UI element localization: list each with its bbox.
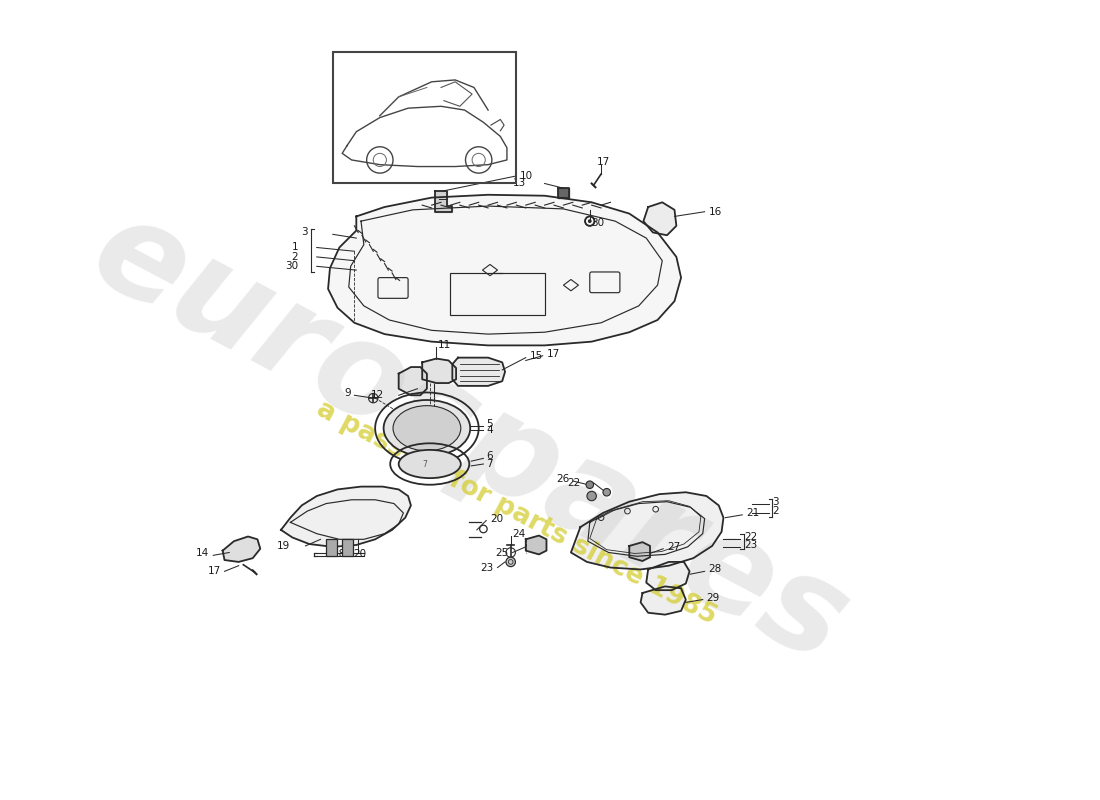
Text: 4: 4	[486, 425, 493, 435]
Polygon shape	[640, 586, 685, 614]
Text: 17: 17	[208, 566, 221, 576]
Ellipse shape	[393, 406, 461, 451]
Text: 22: 22	[745, 533, 758, 542]
Ellipse shape	[384, 400, 470, 457]
Text: 6: 6	[486, 451, 493, 462]
Text: 2: 2	[292, 252, 298, 262]
Text: 3: 3	[300, 227, 307, 238]
Polygon shape	[629, 542, 650, 561]
Text: 30: 30	[592, 218, 605, 228]
Polygon shape	[422, 358, 456, 383]
Text: eurospares: eurospares	[70, 186, 868, 690]
Text: 14: 14	[196, 549, 209, 558]
Text: 21: 21	[746, 508, 759, 518]
Text: 20: 20	[353, 550, 366, 559]
Polygon shape	[328, 194, 681, 346]
Text: 2: 2	[345, 550, 352, 559]
Polygon shape	[436, 191, 452, 212]
Text: 3: 3	[772, 497, 779, 506]
Text: 5: 5	[486, 419, 493, 430]
Text: a passion for parts since 1985: a passion for parts since 1985	[312, 396, 720, 630]
Text: 29: 29	[706, 593, 719, 602]
Text: 28: 28	[708, 565, 722, 574]
Text: 27: 27	[667, 542, 680, 552]
Text: 18: 18	[332, 550, 346, 559]
Text: 30: 30	[285, 262, 298, 271]
Text: 9: 9	[344, 389, 351, 398]
Text: 16: 16	[708, 206, 722, 217]
Circle shape	[603, 489, 611, 496]
Polygon shape	[571, 492, 724, 570]
Text: 15: 15	[529, 350, 542, 361]
Polygon shape	[647, 562, 690, 590]
Text: 23: 23	[745, 540, 758, 550]
Ellipse shape	[398, 450, 461, 478]
Text: 10: 10	[520, 171, 534, 181]
Polygon shape	[280, 486, 411, 547]
Text: 17: 17	[596, 157, 609, 167]
Text: 25: 25	[496, 547, 509, 558]
Circle shape	[587, 219, 592, 223]
Text: 23: 23	[481, 562, 494, 573]
Polygon shape	[222, 537, 261, 562]
Text: 26: 26	[556, 474, 569, 484]
Text: 11: 11	[438, 340, 451, 350]
Polygon shape	[644, 202, 676, 235]
Text: 12: 12	[372, 390, 385, 400]
Circle shape	[506, 558, 516, 566]
Polygon shape	[452, 358, 505, 386]
Text: 1: 1	[292, 242, 298, 253]
Polygon shape	[398, 367, 427, 395]
Circle shape	[587, 491, 596, 501]
Text: 13: 13	[513, 178, 526, 189]
Text: 2: 2	[772, 506, 779, 516]
Bar	[450, 273, 544, 315]
Text: 22: 22	[568, 478, 581, 488]
Polygon shape	[558, 188, 569, 198]
Text: 24: 24	[513, 529, 526, 538]
Text: 7: 7	[422, 459, 427, 469]
Text: 17: 17	[547, 349, 560, 359]
Bar	[342, 539, 353, 556]
Text: 7: 7	[486, 459, 493, 469]
Polygon shape	[526, 535, 547, 554]
Text: 19: 19	[277, 541, 290, 551]
Text: 20: 20	[490, 514, 503, 524]
Bar	[333, 52, 516, 183]
Circle shape	[586, 481, 594, 489]
Bar	[327, 539, 338, 556]
